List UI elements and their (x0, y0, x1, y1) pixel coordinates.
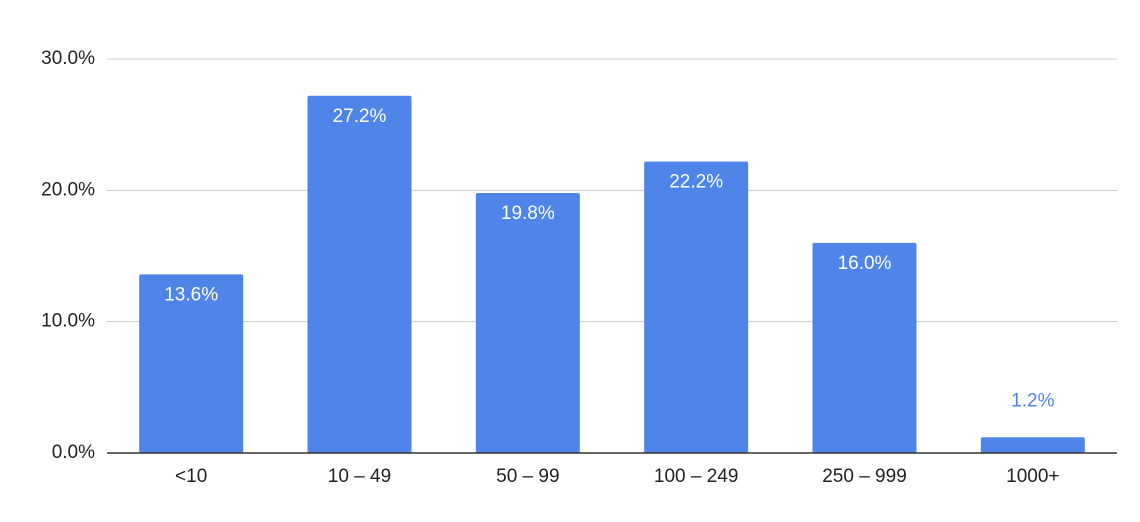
bar (644, 161, 749, 453)
data-label: 27.2% (333, 106, 387, 127)
y-tick-label: 0.0% (52, 442, 95, 463)
bar (812, 242, 917, 453)
x-tick-label: 250 – 999 (822, 466, 907, 487)
x-tick-label: 1000+ (1006, 466, 1059, 487)
y-tick-label: 10.0% (41, 311, 95, 332)
y-tick-label: 20.0% (41, 179, 95, 200)
x-tick-label: 100 – 249 (654, 466, 739, 487)
x-tick-label: 10 – 49 (328, 466, 391, 487)
data-label: 16.0% (838, 253, 892, 274)
data-label: 1.2% (1011, 390, 1054, 411)
y-tick-label: 30.0% (41, 48, 95, 69)
data-label: 19.8% (501, 203, 555, 224)
x-tick-label: 50 – 99 (496, 466, 559, 487)
x-tick-label: <10 (175, 466, 207, 487)
data-label: 13.6% (164, 284, 218, 305)
bar (307, 95, 412, 454)
data-label: 22.2% (669, 171, 723, 192)
bar (980, 437, 1085, 453)
bar (475, 192, 580, 453)
bar (139, 274, 244, 453)
